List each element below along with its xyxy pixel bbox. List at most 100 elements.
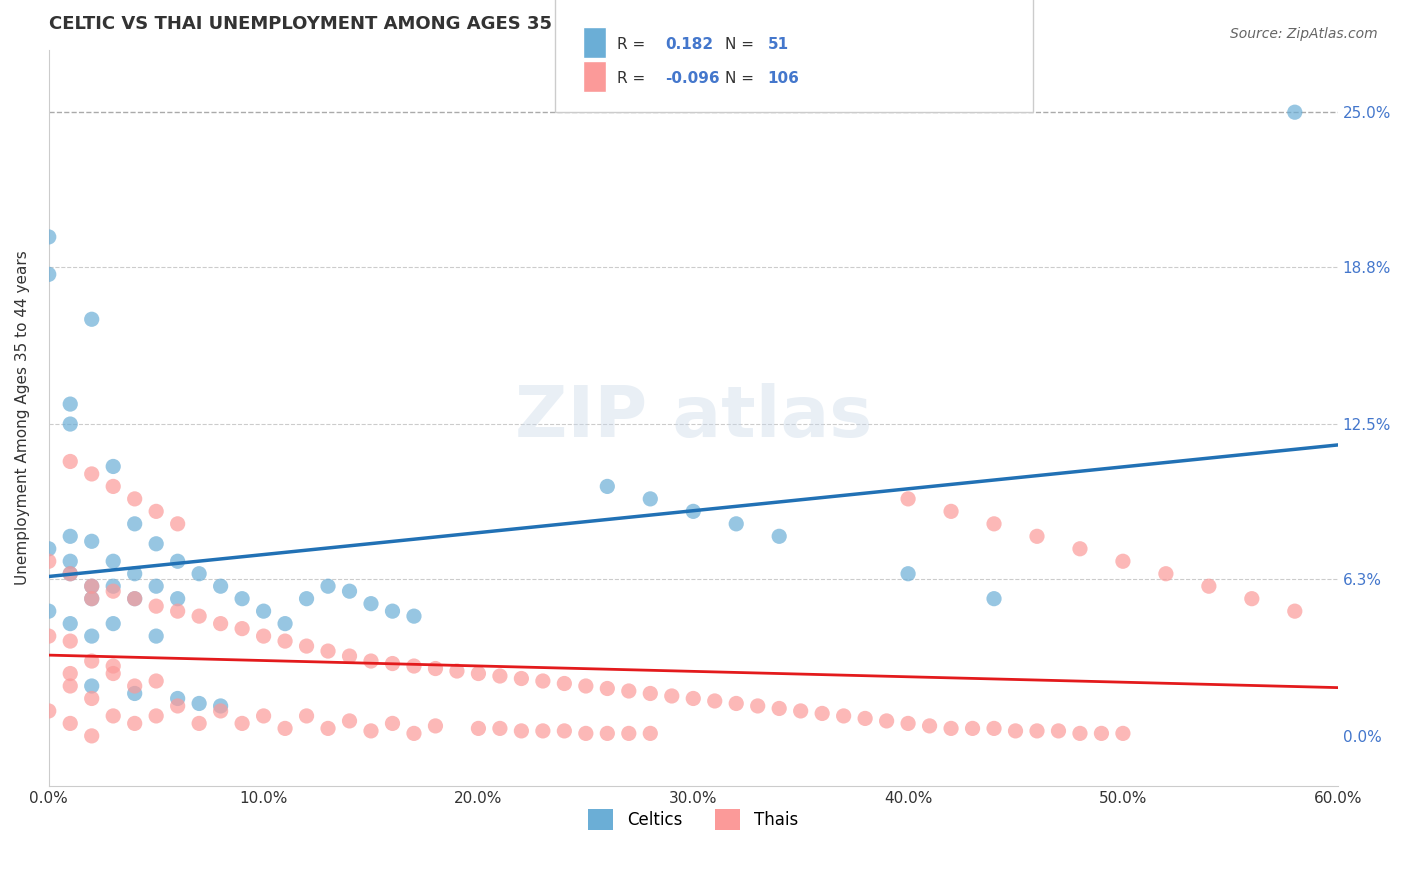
Point: [1112, 726, 1135, 740]
Point: [939, 504, 962, 518]
Point: [640, 726, 662, 740]
Text: 106: 106: [768, 71, 800, 86]
Point: [59, 566, 82, 581]
Point: [80, 591, 103, 606]
Text: Source: ZipAtlas.com: Source: ZipAtlas.com: [1230, 27, 1378, 41]
Point: [339, 648, 361, 663]
Point: [897, 716, 920, 731]
Point: [832, 709, 855, 723]
Point: [80, 629, 103, 643]
Point: [59, 554, 82, 568]
Point: [553, 723, 575, 738]
Point: [703, 694, 725, 708]
Point: [640, 491, 662, 506]
Text: -0.096: -0.096: [665, 71, 720, 86]
Text: CELTIC VS THAI UNEMPLOYMENT AMONG AGES 35 TO 44 YEARS CORRELATION CHART: CELTIC VS THAI UNEMPLOYMENT AMONG AGES 3…: [49, 15, 911, 33]
Point: [80, 312, 103, 326]
Point: [918, 719, 941, 733]
Point: [103, 659, 125, 673]
Point: [661, 689, 683, 703]
Point: [1004, 723, 1026, 738]
Point: [80, 579, 103, 593]
Point: [1069, 726, 1091, 740]
Point: [295, 709, 318, 723]
Point: [402, 609, 425, 624]
Point: [510, 723, 533, 738]
Point: [145, 504, 167, 518]
Point: [124, 716, 146, 731]
Point: [103, 579, 125, 593]
Point: [617, 726, 640, 740]
Point: [209, 579, 232, 593]
Point: [360, 723, 382, 738]
Point: [617, 684, 640, 698]
Point: [897, 491, 920, 506]
Point: [725, 516, 748, 531]
Point: [80, 691, 103, 706]
Point: [231, 622, 253, 636]
Point: [274, 616, 297, 631]
Point: [103, 459, 125, 474]
Point: [876, 714, 898, 728]
Point: [166, 554, 188, 568]
Point: [747, 698, 769, 713]
Point: [124, 566, 146, 581]
Point: [59, 679, 82, 693]
Point: [103, 616, 125, 631]
Point: [59, 454, 82, 468]
Point: [103, 666, 125, 681]
Point: [1047, 723, 1070, 738]
Point: [596, 479, 619, 493]
Point: [231, 591, 253, 606]
Text: ZIP atlas: ZIP atlas: [515, 384, 872, 452]
Point: [59, 529, 82, 543]
Point: [188, 566, 211, 581]
Legend: Celtics, Thais: Celtics, Thais: [582, 803, 804, 837]
Point: [145, 599, 167, 614]
Point: [339, 714, 361, 728]
Point: [124, 591, 146, 606]
Point: [252, 709, 274, 723]
Point: [166, 691, 188, 706]
Point: [59, 397, 82, 411]
Point: [80, 729, 103, 743]
Point: [983, 722, 1005, 736]
Point: [425, 661, 447, 675]
Point: [80, 579, 103, 593]
Point: [316, 579, 339, 593]
Point: [446, 664, 468, 678]
Point: [38, 268, 60, 282]
Point: [1112, 554, 1135, 568]
Point: [252, 629, 274, 643]
Point: [38, 704, 60, 718]
Point: [983, 591, 1005, 606]
Point: [252, 604, 274, 618]
Point: [38, 554, 60, 568]
Point: [531, 723, 554, 738]
Point: [166, 516, 188, 531]
Point: [59, 566, 82, 581]
Point: [768, 701, 790, 715]
Point: [188, 697, 211, 711]
Point: [188, 609, 211, 624]
Point: [381, 604, 404, 618]
Text: N =: N =: [725, 37, 759, 52]
Point: [316, 722, 339, 736]
Point: [489, 669, 512, 683]
Text: 51: 51: [768, 37, 789, 52]
Point: [80, 654, 103, 668]
Point: [231, 716, 253, 731]
Point: [145, 709, 167, 723]
Point: [80, 591, 103, 606]
Point: [103, 479, 125, 493]
Point: [274, 722, 297, 736]
Point: [38, 230, 60, 244]
Point: [360, 597, 382, 611]
Point: [166, 698, 188, 713]
Point: [596, 726, 619, 740]
Point: [768, 529, 790, 543]
Point: [209, 698, 232, 713]
Point: [80, 534, 103, 549]
Point: [489, 722, 512, 736]
Point: [59, 634, 82, 648]
